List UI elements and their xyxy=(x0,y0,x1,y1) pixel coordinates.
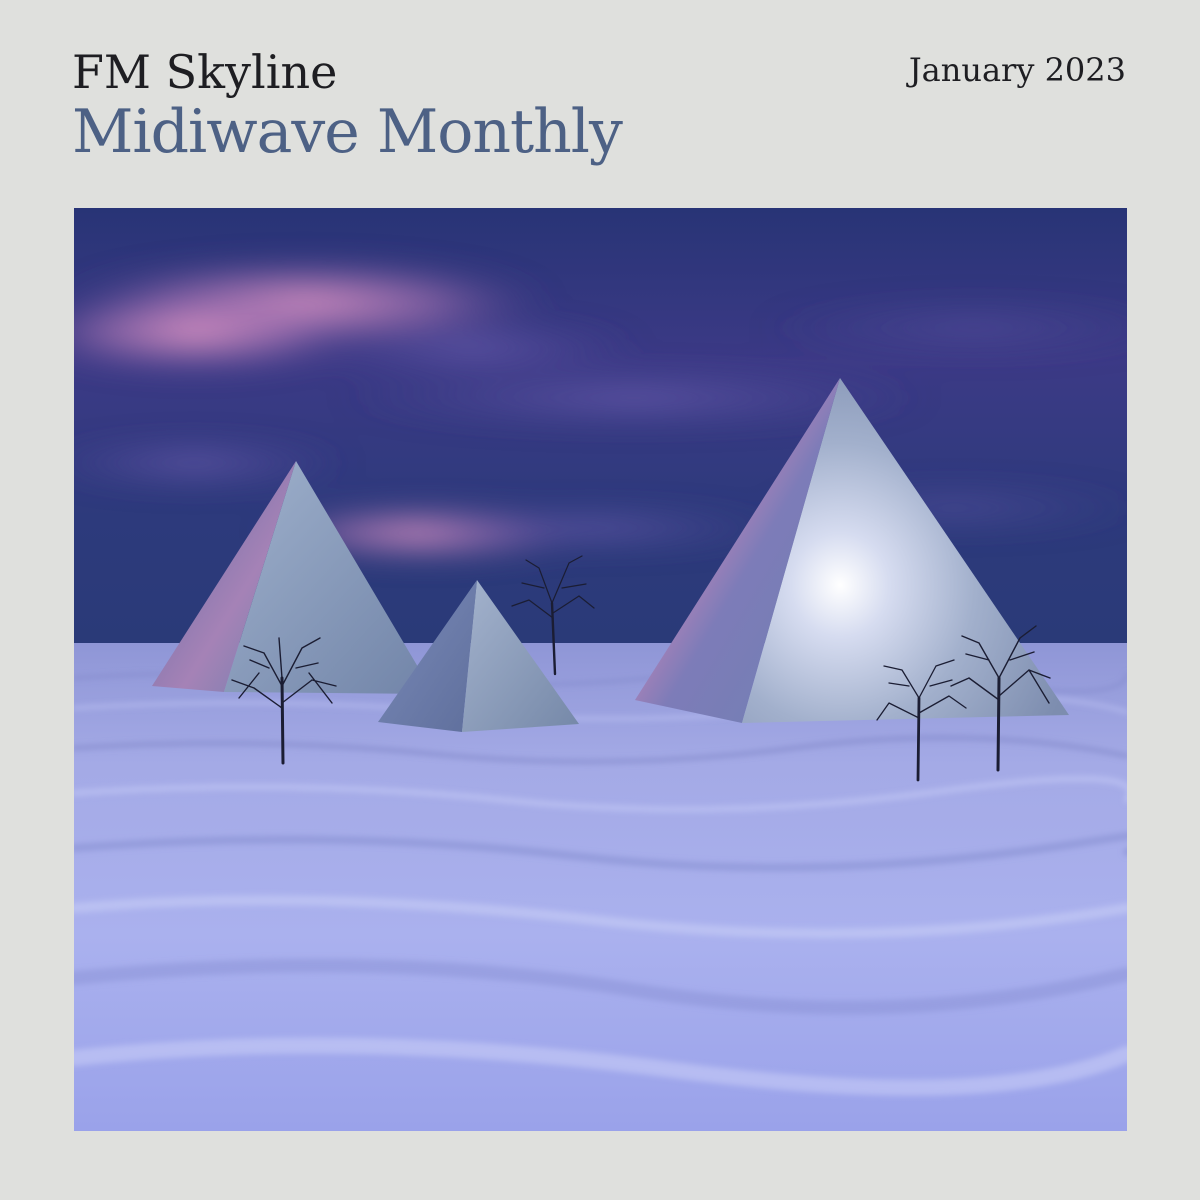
artist-name: FM Skyline xyxy=(72,45,338,99)
tree-right-1 xyxy=(876,659,967,782)
large-pyramid xyxy=(635,378,1069,723)
tree-center xyxy=(511,555,595,676)
release-date: January 2023 xyxy=(908,51,1126,89)
bare-trees xyxy=(231,555,1051,782)
tree-left xyxy=(231,637,337,765)
small-pyramid xyxy=(378,580,579,732)
tree-right-2 xyxy=(950,625,1051,772)
left-pyramid xyxy=(152,461,434,694)
sky xyxy=(74,208,1127,648)
album-title: Midiwave Monthly xyxy=(72,97,623,167)
cover-artwork xyxy=(74,208,1127,1131)
